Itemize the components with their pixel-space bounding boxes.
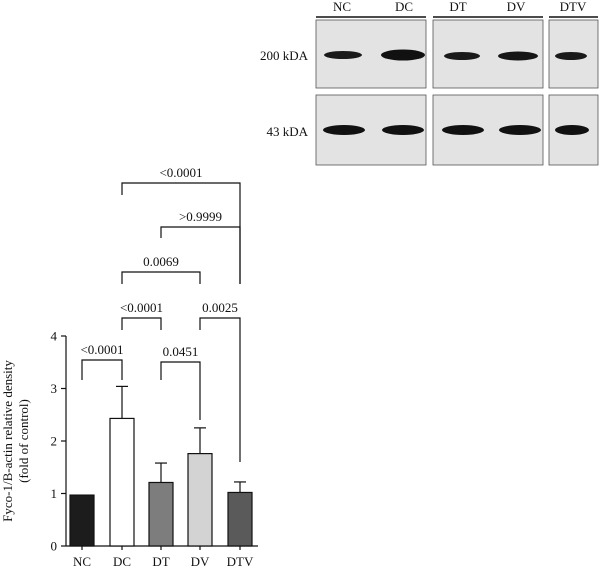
y-tick-label-2: 2 [51,434,58,449]
bar-dv [187,453,213,547]
blot-band-200-dt [444,52,480,60]
blot-band-200-dv [498,51,538,61]
bar-dt [148,481,174,547]
p-value-dt-dtv: >0.9999 [179,209,222,224]
bar-dtv [227,491,253,547]
blot-band-200-dtv [555,52,587,60]
blot-row-label-43kda: 43 kDA [266,124,308,139]
blot-band-43-dv [499,125,541,135]
bracket-dc-dt [121,317,162,330]
blot-band-200-nc [324,51,362,59]
blot-lane-label-nc: NC [333,0,351,14]
western-blot: NC DC DT DV DTV 200 kDA 43 kDA [260,0,599,166]
y-axis-label-unit: (fold of control) [16,399,31,483]
blot-lane-label-dt: DT [449,0,466,14]
blot-band-43-nc [323,125,365,135]
blot-lane-label-dtv: DTV [560,0,587,14]
bar-chart: Fyco-1/B-actin relative density (fold of… [0,165,258,569]
blot-band-200-dc [381,49,425,61]
y-tick-label-4: 4 [51,329,58,344]
x-tick-label-dt: DT [152,554,169,569]
blot-lane-label-dc: DC [395,0,413,14]
p-value-dc-dtv: <0.0001 [159,165,202,180]
blot-band-43-dt [442,125,484,135]
p-value-nc-dc: <0.0001 [80,342,123,357]
x-tick-label-dtv: DTV [227,554,254,569]
bar-dc [109,417,135,547]
bracket-dt-dv [160,361,201,420]
p-value-dt-dv: 0.0451 [163,344,199,359]
p-value-dv-dtv: 0.0025 [202,300,238,315]
blot-band-43-dc [382,125,424,135]
p-value-dc-dt: <0.0001 [120,300,163,315]
x-tick-label-nc: NC [73,554,91,569]
y-axis-label: Fyco-1/B-actin relative density [0,360,15,522]
y-tick-label-0: 0 [51,539,58,554]
bracket-dc-dv [121,271,201,284]
bracket-dc-dtv [121,182,241,284]
bracket-nc-dc [81,359,123,380]
bracket-dv-dtv [199,317,241,462]
blot-lane-label-dv: DV [507,0,526,14]
bar-nc [69,494,95,547]
x-tick-label-dc: DC [113,554,131,569]
blot-row-label-200kda: 200 kDA [260,48,309,63]
y-tick-label-1: 1 [51,486,58,501]
x-tick-label-dv: DV [191,554,210,569]
y-tick-label-3: 3 [51,381,58,396]
blot-band-43-dtv [555,125,589,135]
p-value-dc-dv: 0.0069 [143,254,179,269]
